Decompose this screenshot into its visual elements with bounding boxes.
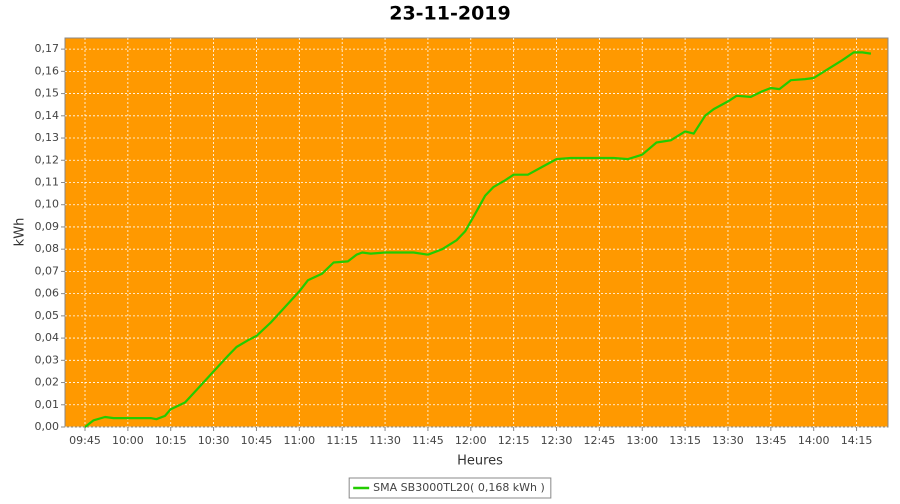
y-tick-label: 0,03	[35, 353, 60, 366]
y-tick-label: 0,05	[35, 309, 60, 322]
x-tick-label: 14:00	[798, 434, 830, 447]
x-tick-label: 10:15	[155, 434, 187, 447]
legend-box	[348, 477, 552, 499]
x-tick-label: 12:45	[584, 434, 616, 447]
x-tick-label: 13:00	[626, 434, 658, 447]
plot-area	[64, 37, 889, 428]
x-axis-label: Heures	[457, 454, 503, 469]
y-tick-label: 0,06	[35, 287, 60, 300]
legend-item: SMA SB3000TL20( 0,168 kWh )	[348, 477, 552, 499]
x-tick-label: 13:45	[755, 434, 787, 447]
x-tick-label: 11:30	[369, 434, 401, 447]
x-tick-label: 12:15	[498, 434, 530, 447]
y-tick-label: 0,01	[35, 398, 60, 411]
x-tick-label: 13:30	[712, 434, 744, 447]
y-tick-label: 0,11	[35, 175, 60, 188]
y-tick-label: 0,14	[35, 109, 60, 122]
x-tick-label: 11:00	[283, 434, 315, 447]
x-tick-label: 11:45	[412, 434, 444, 447]
x-tick-label: 11:15	[326, 434, 358, 447]
y-tick-label: 0,00	[35, 420, 60, 433]
data-line	[84, 51, 872, 428]
y-tick-label: 0,16	[35, 64, 60, 77]
y-tick-label: 0,04	[35, 331, 60, 344]
x-tick-label: 10:00	[112, 434, 144, 447]
x-tick-label: 12:00	[455, 434, 487, 447]
x-tick-label: 12:30	[541, 434, 573, 447]
legend-label: SMA SB3000TL20( 0,168 kWh )	[373, 481, 545, 494]
y-tick-label: 0,02	[35, 376, 60, 389]
y-tick-label: 0,08	[35, 242, 60, 255]
y-tick-label: 0,13	[35, 131, 60, 144]
y-tick-label: 0,09	[35, 220, 60, 233]
x-tick-label: 09:45	[69, 434, 101, 447]
x-tick-label: 10:45	[241, 434, 273, 447]
x-tick-label: 13:15	[669, 434, 701, 447]
chart-title: 23-11-2019	[389, 3, 511, 25]
y-tick-label: 0,07	[35, 264, 60, 277]
y-tick-label: 0,17	[35, 42, 60, 55]
x-tick-label: 14:15	[841, 434, 873, 447]
x-tick-label: 10:30	[198, 434, 230, 447]
y-axis-label: kWh	[13, 218, 28, 247]
y-tick-label: 0,15	[35, 87, 60, 100]
y-tick-label: 0,12	[35, 153, 60, 166]
y-tick-label: 0,10	[35, 198, 60, 211]
